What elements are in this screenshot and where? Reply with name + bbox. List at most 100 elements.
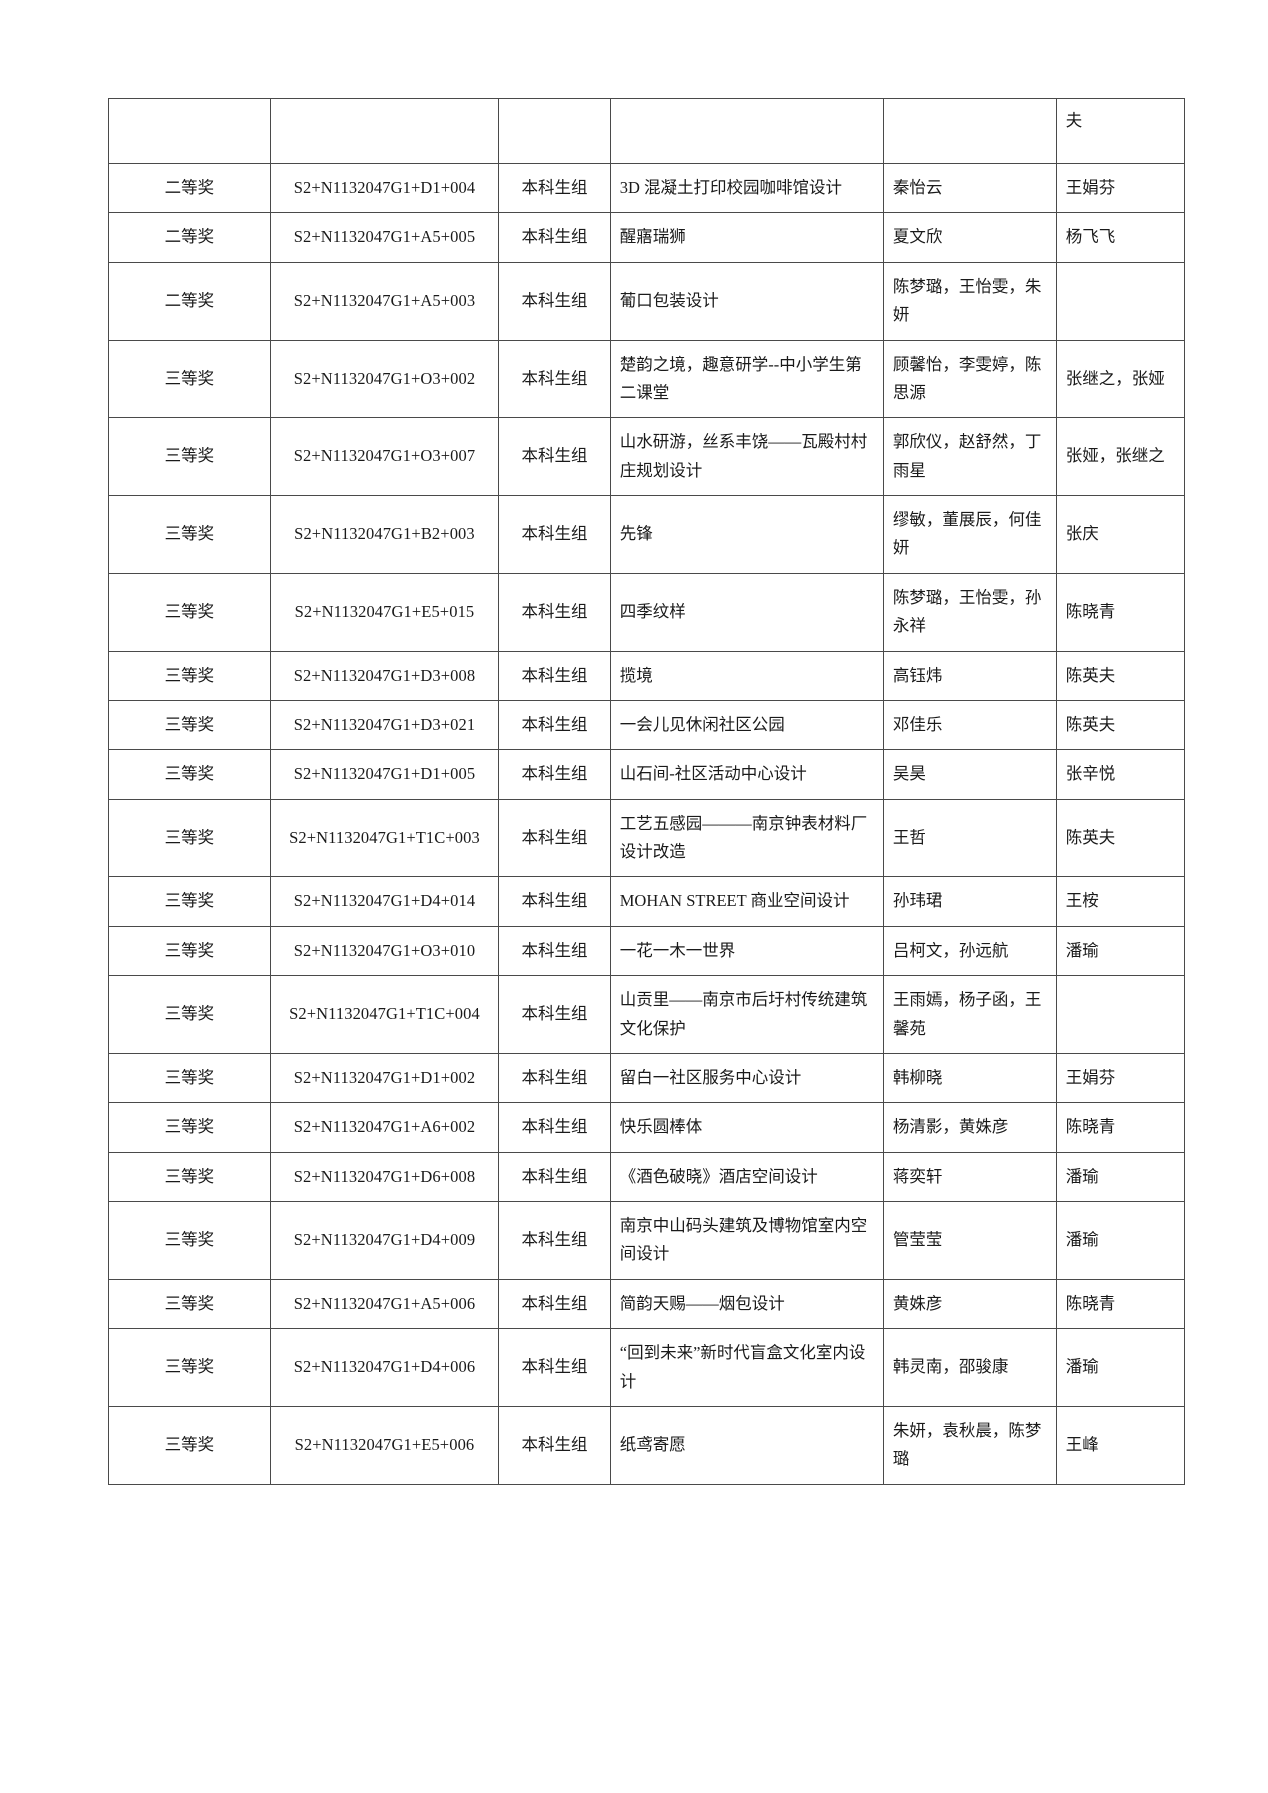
- cell-student: 秦怡云: [882, 162, 1057, 214]
- cell-group: 本科生组: [498, 1405, 611, 1485]
- cell-code: S2+N1132047G1+D3+021: [269, 699, 500, 751]
- cell-student: 朱妍，袁秋晨，陈梦璐: [882, 1405, 1057, 1485]
- cell-code: S2+N1132047G1+D1+005: [269, 749, 500, 800]
- cell-award: 三等奖: [108, 925, 271, 977]
- cell-teacher: [1055, 261, 1186, 341]
- table-row: 二等奖 S2+N1132047G1+A5+005 本科生组 醒寤瑞狮 夏文欣 杨飞飞: [108, 212, 1186, 263]
- cell-title: 一会儿见休闲社区公园: [609, 699, 884, 751]
- cell-group: 本科生组: [498, 975, 611, 1054]
- cell-code: S2+N1132047G1+E5+006: [269, 1405, 500, 1485]
- cell-group: 本科生组: [498, 1151, 611, 1203]
- cell-code: [269, 98, 500, 164]
- cell-code: S2+N1132047G1+A5+005: [269, 212, 500, 263]
- cell-title: 楚韵之境，趣意研学--中小学生第二课堂: [609, 339, 884, 419]
- cell-title: 南京中山码头建筑及博物馆室内空间设计: [609, 1201, 884, 1280]
- cell-award: 三等奖: [108, 876, 271, 927]
- cell-group: 本科生组: [498, 339, 611, 419]
- cell-teacher: 王娟芬: [1055, 162, 1186, 214]
- cell-title: 先锋: [609, 495, 884, 574]
- cell-teacher: 张庆: [1055, 495, 1186, 574]
- cell-teacher: 潘瑜: [1055, 1201, 1186, 1280]
- cell-code: S2+N1132047G1+D1+004: [269, 162, 500, 214]
- cell-title: 快乐圆棒体: [609, 1102, 884, 1153]
- cell-teacher: 陈英夫: [1055, 650, 1186, 701]
- table-row: 三等奖 S2+N1132047G1+D4+014 本科生组 MOHAN STREET …: [108, 876, 1186, 927]
- table-row: 二等奖 S2+N1132047G1+D1+004 本科生组 3D 混凝土打印校园咖啡馆…: [108, 162, 1186, 214]
- cell-teacher: 陈晓青: [1055, 1278, 1186, 1330]
- cell-group: 本科生组: [498, 749, 611, 800]
- cell-teacher: 张娅，张继之: [1055, 417, 1186, 496]
- cell-code: S2+N1132047G1+O3+007: [269, 417, 500, 496]
- cell-title: 纸鸢寄愿: [609, 1405, 884, 1485]
- cell-group: 本科生组: [498, 699, 611, 751]
- cell-award: 二等奖: [108, 261, 271, 341]
- cell-student: 陈梦璐，王怡雯，孙永祥: [882, 572, 1057, 652]
- table-row: 三等奖 S2+N1132047G1+D4+009 本科生组 南京中山码头建筑及博物馆室…: [108, 1201, 1186, 1280]
- cell-group: 本科生组: [498, 162, 611, 214]
- cell-award: 三等奖: [108, 1102, 271, 1153]
- cell-code: S2+N1132047G1+D1+002: [269, 1052, 500, 1104]
- cell-student: [882, 98, 1057, 164]
- cell-group: 本科生组: [498, 876, 611, 927]
- cell-award: 三等奖: [108, 975, 271, 1054]
- cell-teacher: 陈晓青: [1055, 572, 1186, 652]
- cell-group: 本科生组: [498, 1278, 611, 1330]
- cell-student: 缪敏，董展辰，何佳妍: [882, 495, 1057, 574]
- cell-code: S2+N1132047G1+B2+003: [269, 495, 500, 574]
- cell-award: 三等奖: [108, 699, 271, 751]
- cell-teacher: 夫: [1055, 98, 1186, 164]
- table-row: 三等奖 S2+N1132047G1+E5+006 本科生组 纸鸢寄愿 朱妍，袁秋晨，陈梦…: [108, 1405, 1186, 1485]
- award-results-table: 夫二等奖 S2+N1132047G1+D1+004 本科生组 3D 混凝土打印校园咖啡…: [108, 98, 1186, 1485]
- cell-student: 吕柯文，孙远航: [882, 925, 1057, 977]
- cell-group: 本科生组: [498, 1102, 611, 1153]
- table-row: 二等奖 S2+N1132047G1+A5+003 本科生组 葡口包装设计 陈梦璐，王怡雯…: [108, 261, 1186, 341]
- cell-title: 四季纹样: [609, 572, 884, 652]
- cell-student: 韩灵南，邵骏康: [882, 1328, 1057, 1407]
- table-row: 三等奖 S2+N1132047G1+A6+002 本科生组 快乐圆棒体 杨清影，黄姝彦陈…: [108, 1102, 1186, 1153]
- table-row: 三等奖 S2+N1132047G1+D3+021 本科生组 一会儿见休闲社区公园 邓佳乐…: [108, 699, 1186, 751]
- cell-student: 黄姝彦: [882, 1278, 1057, 1330]
- cell-award: 三等奖: [108, 650, 271, 701]
- cell-code: S2+N1132047G1+D3+008: [269, 650, 500, 701]
- cell-title: 工艺五感园———南京钟表材料厂设计改造: [609, 798, 884, 878]
- cell-title: MOHAN STREET 商业空间设计: [609, 876, 884, 927]
- cell-teacher: 陈英夫: [1055, 798, 1186, 878]
- cell-title: 《酒色破晓》酒店空间设计: [609, 1151, 884, 1203]
- cell-student: 郭欣仪，赵舒然，丁雨星: [882, 417, 1057, 496]
- cell-code: S2+N1132047G1+E5+015: [269, 572, 500, 652]
- cell-award: 三等奖: [108, 1151, 271, 1203]
- cell-student: 夏文欣: [882, 212, 1057, 263]
- cell-student: 高钰炜: [882, 650, 1057, 701]
- cell-code: S2+N1132047G1+D4+009: [269, 1201, 500, 1280]
- cell-group: [498, 98, 611, 164]
- cell-group: 本科生组: [498, 261, 611, 341]
- cell-code: S2+N1132047G1+A5+003: [269, 261, 500, 341]
- cell-title: [609, 98, 884, 164]
- cell-group: 本科生组: [498, 1201, 611, 1280]
- table-row: 三等奖 S2+N1132047G1+D3+008 本科生组 揽境 高钰炜 陈英夫: [108, 650, 1186, 701]
- cell-student: 孙玮珺: [882, 876, 1057, 927]
- cell-award: 三等奖: [108, 1278, 271, 1330]
- cell-code: S2+N1132047G1+O3+010: [269, 925, 500, 977]
- cell-group: 本科生组: [498, 798, 611, 878]
- cell-title: 山水研游，丝系丰饶——瓦殿村村庄规划设计: [609, 417, 884, 496]
- cell-teacher: 潘瑜: [1055, 925, 1186, 977]
- cell-title: 揽境: [609, 650, 884, 701]
- cell-teacher: 王娟芬: [1055, 1052, 1186, 1104]
- cell-award: 二等奖: [108, 162, 271, 214]
- cell-group: 本科生组: [498, 212, 611, 263]
- table-row: 三等奖 S2+N1132047G1+T1C+004 本科生组 山贡里——南京市后圩村传…: [108, 975, 1186, 1054]
- cell-group: 本科生组: [498, 1052, 611, 1104]
- cell-award: 三等奖: [108, 749, 271, 800]
- award-table-body: 夫二等奖 S2+N1132047G1+D1+004 本科生组 3D 混凝土打印校园咖啡…: [108, 98, 1186, 1485]
- cell-teacher: 潘瑜: [1055, 1151, 1186, 1203]
- table-row: 夫: [108, 98, 1186, 164]
- cell-title: 一花一木一世界: [609, 925, 884, 977]
- cell-student: 邓佳乐: [882, 699, 1057, 751]
- cell-student: 王雨嫣，杨子函，王馨苑: [882, 975, 1057, 1054]
- cell-student: 陈梦璐，王怡雯，朱妍: [882, 261, 1057, 341]
- cell-teacher: 陈晓青: [1055, 1102, 1186, 1153]
- cell-code: S2+N1132047G1+T1C+003: [269, 798, 500, 878]
- cell-award: 三等奖: [108, 1328, 271, 1407]
